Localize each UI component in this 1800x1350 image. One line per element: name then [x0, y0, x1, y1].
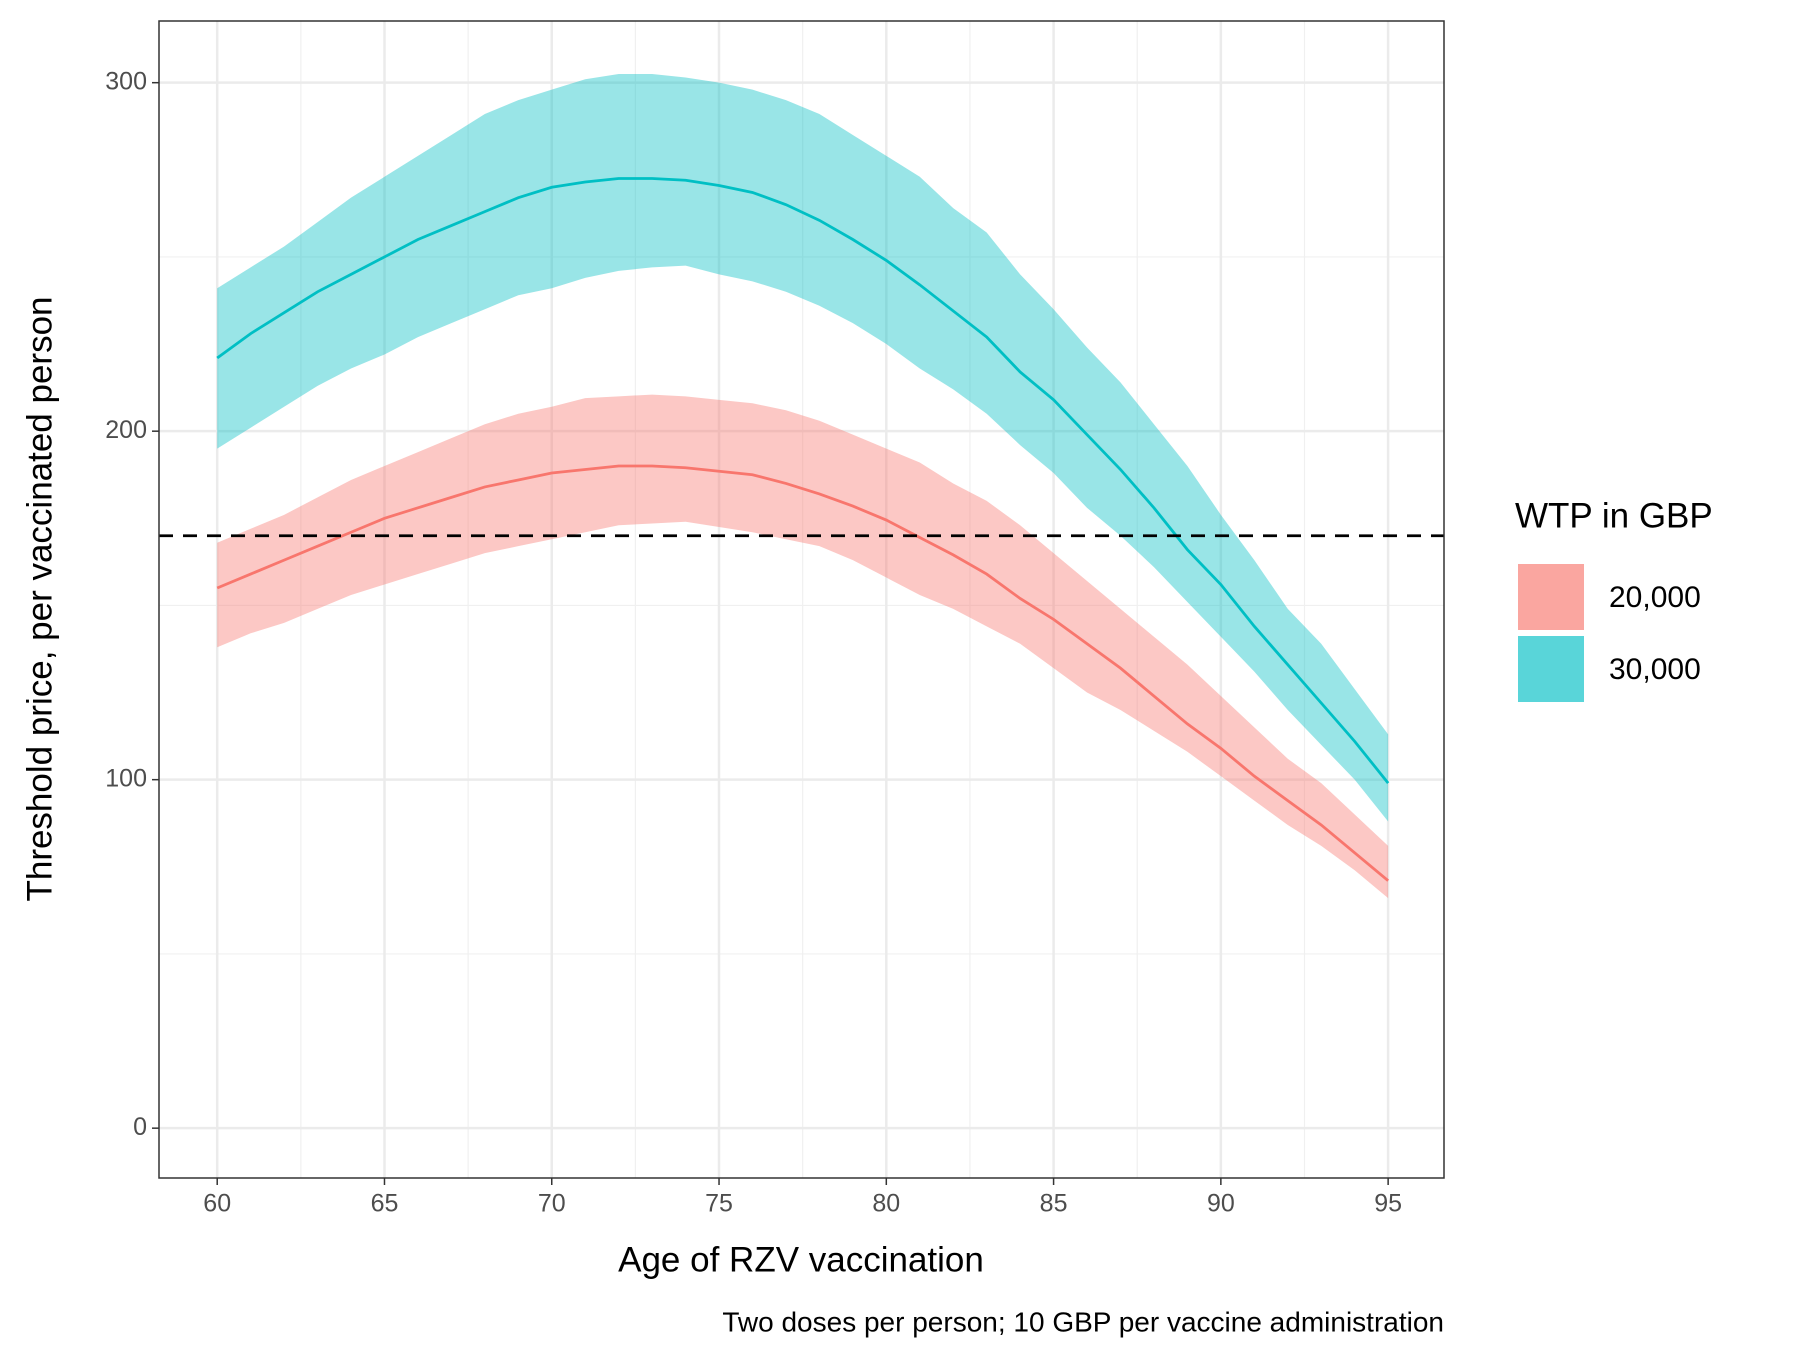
- x-tick-label: 65: [371, 1190, 399, 1218]
- x-tick-label: 85: [1040, 1190, 1068, 1218]
- legend-key: [1518, 636, 1584, 702]
- panel-border: [158, 20, 1445, 1179]
- x-tick-label: 80: [872, 1190, 900, 1218]
- y-tick-label: 100: [105, 764, 147, 792]
- y-tick-label: 200: [105, 416, 147, 444]
- x-tick-label: 75: [705, 1190, 733, 1218]
- x-tick-label: 90: [1207, 1190, 1235, 1218]
- y-tick-label: 300: [105, 67, 147, 95]
- x-tick-label: 70: [538, 1190, 566, 1218]
- ribbon: [217, 394, 1389, 899]
- y-axis-title: Threshold price, per vaccinated person: [20, 296, 59, 901]
- line: [216, 464, 1390, 882]
- x-axis-title: Age of RZV vaccination: [618, 1240, 984, 1279]
- legend-label: 30,000: [1609, 653, 1701, 686]
- ribbon: [217, 73, 1389, 822]
- line: [216, 177, 1390, 785]
- legend-label: 20,000: [1609, 581, 1701, 614]
- legend-title: WTP in GBP: [1515, 496, 1713, 535]
- x-tick-label: 60: [203, 1190, 231, 1218]
- legend-key: [1518, 564, 1584, 630]
- x-tick-label: 95: [1374, 1190, 1402, 1218]
- y-tick-label: 0: [133, 1113, 147, 1141]
- caption: Two doses per person; 10 GBP per vaccine…: [722, 1306, 1444, 1337]
